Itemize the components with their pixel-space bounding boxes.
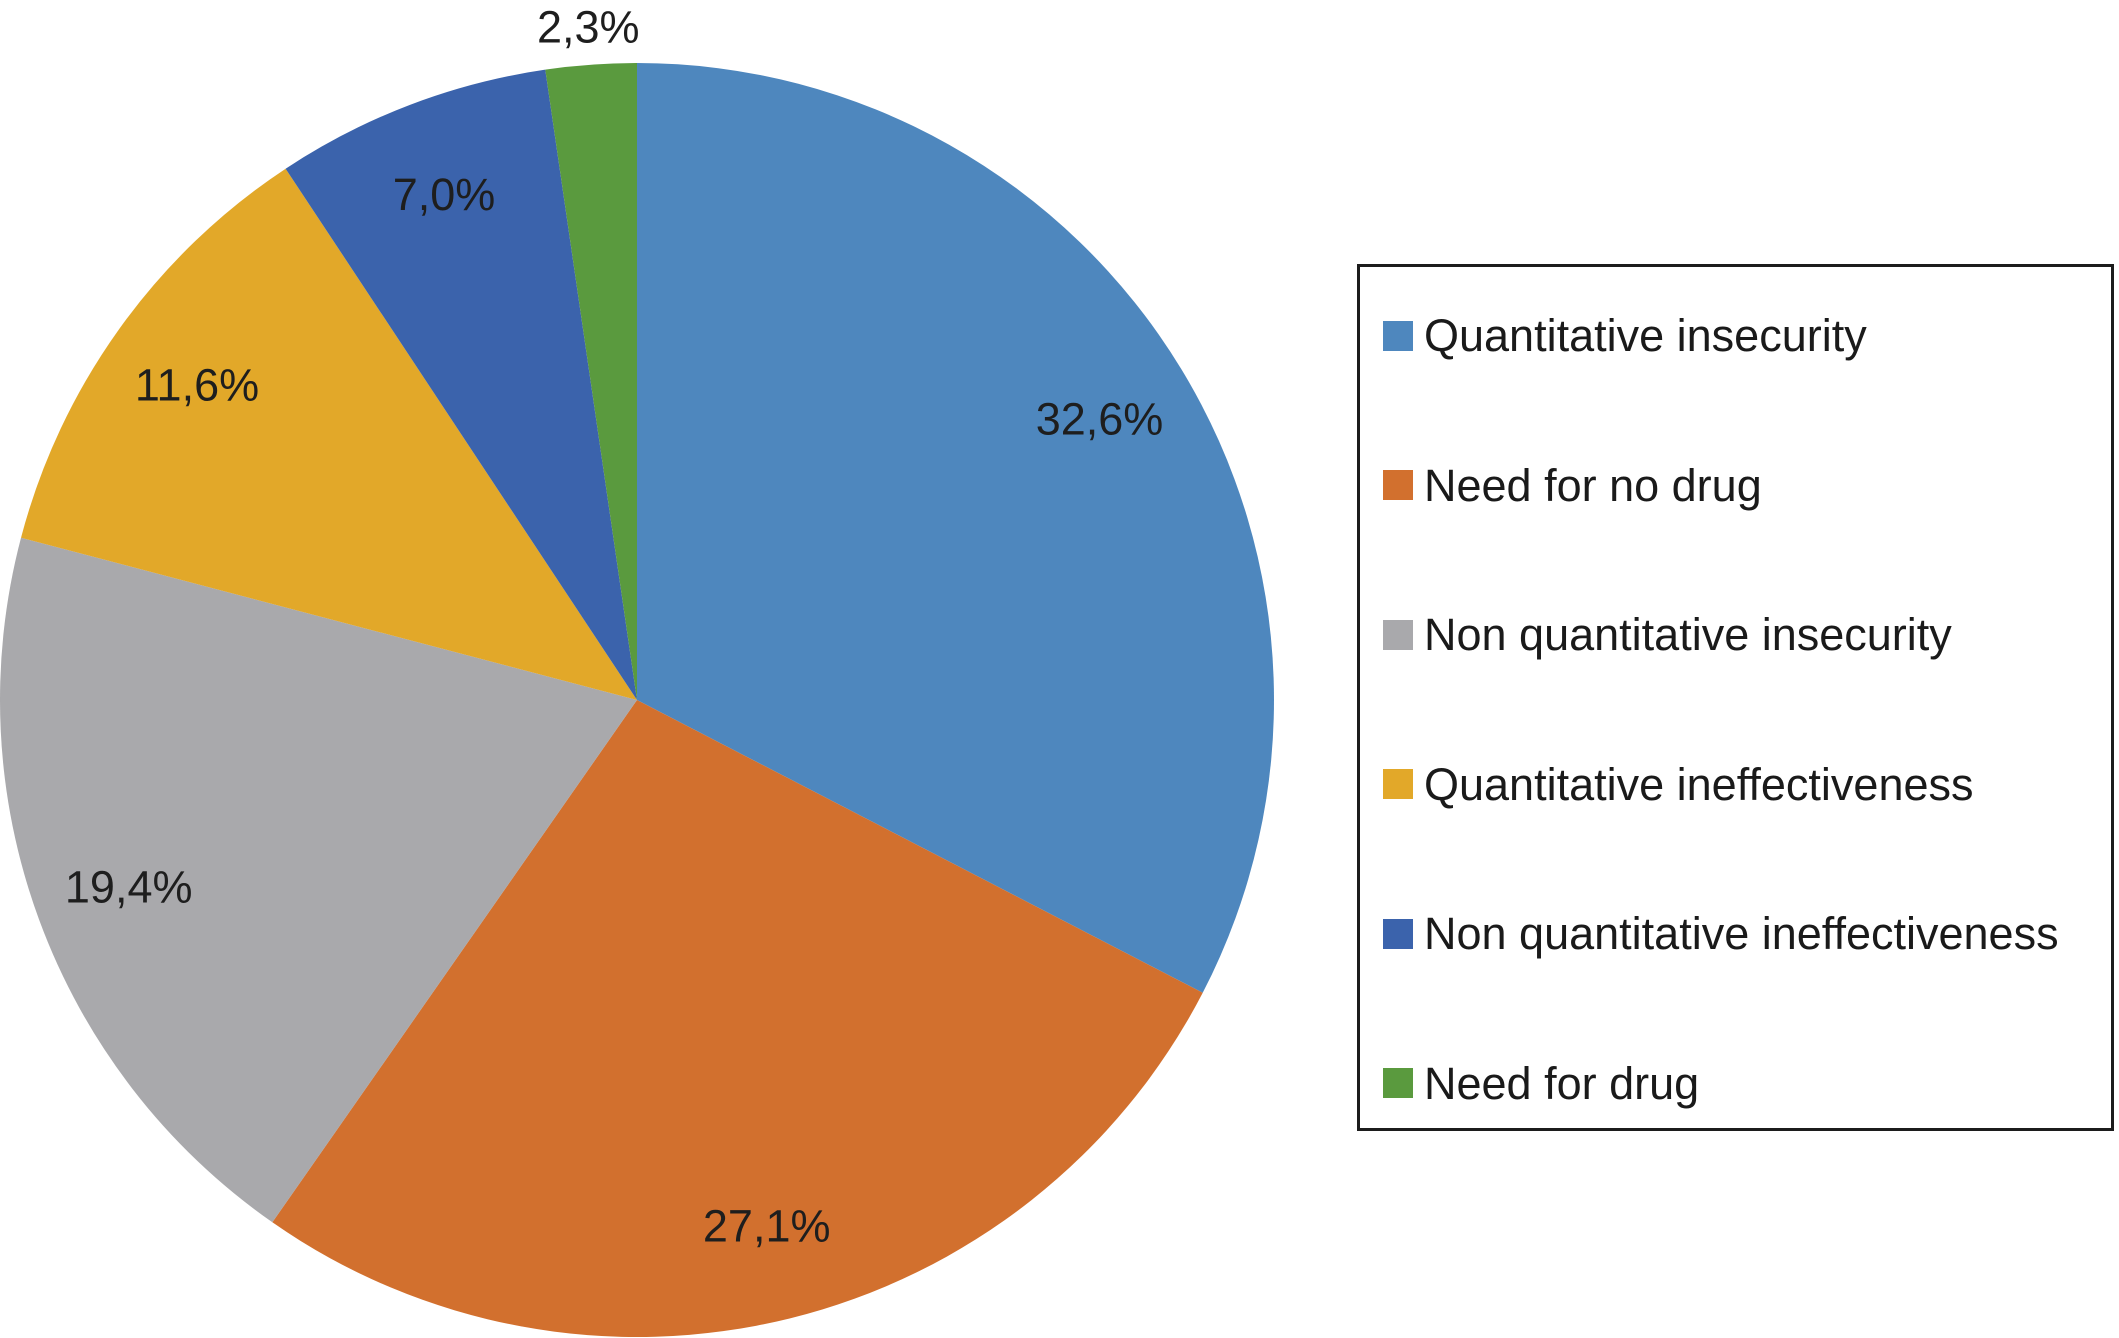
pie-slice-2 <box>0 537 637 1223</box>
pie-slice-1 <box>272 700 1203 1337</box>
legend-item-2: Non quantitative insecurity <box>1383 612 2103 657</box>
legend-label: Need for no drug <box>1424 459 1762 511</box>
legend-swatch-icon <box>1383 470 1413 501</box>
legend-item-3: Quantitative ineffectiveness <box>1383 762 2103 807</box>
legend-swatch-icon <box>1383 1068 1413 1099</box>
legend-swatch-icon <box>1383 320 1413 351</box>
legend-swatch-icon <box>1383 918 1413 949</box>
slice-value-label-2: 19,4% <box>65 861 193 912</box>
pie-slice-5 <box>545 63 637 700</box>
slice-value-label-4: 7,0% <box>393 169 496 220</box>
legend-label: Quantitative insecurity <box>1424 310 1867 361</box>
legend-item-5: Need for drug <box>1383 1061 2103 1106</box>
legend-label: Need for drug <box>1424 1057 1700 1109</box>
pie-slice-4 <box>285 69 637 700</box>
slice-value-label-5: 2,3% <box>537 1 640 52</box>
legend: Quantitative insecurity Need for no drug N… <box>1357 264 2114 1131</box>
legend-swatch-icon <box>1383 619 1413 650</box>
legend-label: Non quantitative ineffectiveness <box>1424 908 2059 960</box>
pie-slice-3 <box>21 168 637 700</box>
legend-label: Quantitative ineffectiveness <box>1424 758 1974 810</box>
slice-value-label-0: 32,6% <box>1036 393 1164 444</box>
legend-item-0: Quantitative insecurity <box>1383 313 2103 358</box>
pie-chart: 32,6% 27,1% 19,4% 11,6% 7,0% 2,3% <box>0 1 1274 1337</box>
legend-item-1: Need for no drug <box>1383 463 2103 508</box>
legend-swatch-icon <box>1383 769 1413 800</box>
slice-value-label-1: 27,1% <box>703 1200 831 1251</box>
pie-slice-0 <box>637 63 1274 993</box>
legend-label: Non quantitative insecurity <box>1424 609 1952 661</box>
slice-value-label-3: 11,6% <box>135 359 259 410</box>
legend-item-4: Non quantitative ineffectiveness <box>1383 911 2103 956</box>
